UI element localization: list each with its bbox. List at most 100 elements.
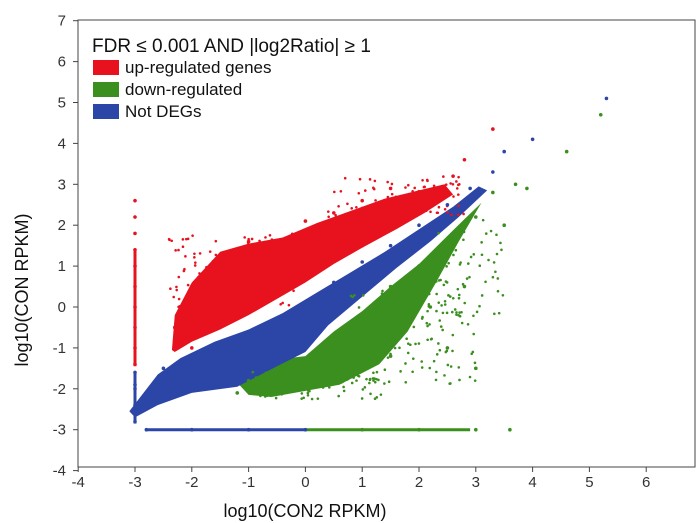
up-regulated-speck bbox=[437, 191, 441, 195]
up-regulated-speck bbox=[224, 262, 228, 265]
data-points bbox=[133, 96, 609, 432]
up-regulated-speck bbox=[253, 271, 256, 274]
down-regulated-speck bbox=[248, 391, 251, 395]
point-up-17 bbox=[360, 198, 365, 203]
down-regulated-speck bbox=[472, 314, 475, 318]
point-up-2 bbox=[133, 231, 137, 236]
up-regulated-speck bbox=[399, 197, 403, 201]
y-tick-label: 1 bbox=[58, 258, 66, 275]
up-regulated-speck bbox=[198, 272, 201, 275]
down-regulated-speck bbox=[425, 321, 429, 325]
down-regulated-speck bbox=[325, 379, 328, 383]
up-regulated-speck bbox=[357, 191, 361, 195]
up-regulated-speck bbox=[282, 291, 286, 294]
down-regulated-speck bbox=[379, 393, 383, 396]
down-regulated-speck bbox=[473, 379, 477, 383]
point-up-0 bbox=[133, 198, 137, 203]
up-regulated-speck bbox=[281, 301, 284, 305]
down-regulated-speck bbox=[432, 359, 436, 363]
down-regulated-speck bbox=[455, 311, 458, 314]
point-up-28 bbox=[275, 268, 279, 272]
point-down-1 bbox=[275, 387, 279, 391]
x-tick-label: 1 bbox=[358, 474, 366, 491]
up-regulated-speck bbox=[408, 211, 411, 215]
up-regulated-speck bbox=[287, 303, 291, 307]
down-regulated-speck bbox=[399, 370, 402, 373]
up-regulated-speck bbox=[170, 239, 174, 243]
up-regulated-speck bbox=[214, 239, 218, 243]
up-regulated-speck bbox=[284, 264, 288, 268]
down-regulated-speck bbox=[355, 323, 359, 326]
point-not-deg-13 bbox=[275, 321, 279, 326]
down-regulated-speck bbox=[254, 376, 258, 379]
x-tick-label: 5 bbox=[585, 474, 593, 491]
up-regulated-speck bbox=[261, 303, 265, 307]
down-regulated-speck bbox=[404, 381, 408, 384]
down-regulated-speck bbox=[344, 376, 348, 379]
down-regulated-speck bbox=[306, 391, 310, 395]
up-regulated-speck bbox=[285, 276, 288, 280]
down-regulated-speck bbox=[405, 337, 408, 341]
down-regulated-speck bbox=[412, 325, 416, 329]
up-regulated-speck bbox=[248, 263, 251, 266]
down-regulated-speck bbox=[467, 262, 470, 265]
point-down-25 bbox=[502, 223, 507, 227]
down-regulated-speck bbox=[411, 291, 414, 294]
down-regulated-speck bbox=[460, 310, 463, 314]
down-regulated-speck bbox=[379, 326, 383, 330]
down-regulated-speck bbox=[445, 311, 449, 315]
x-tick-label: -4 bbox=[72, 474, 85, 491]
down-regulated-speck bbox=[310, 369, 314, 373]
down-regulated-speck bbox=[263, 391, 267, 394]
down-regulated-speck bbox=[463, 301, 467, 305]
down-regulated-speck bbox=[403, 317, 407, 320]
point-down-7 bbox=[445, 243, 450, 248]
up-regulated-speck bbox=[204, 288, 207, 291]
down-regulated-speck bbox=[493, 312, 496, 316]
up-regulated-speck bbox=[168, 238, 171, 242]
up-regulated-speck bbox=[417, 192, 420, 195]
down-regulated-speck bbox=[346, 378, 349, 381]
down-regulated-speck bbox=[353, 294, 356, 297]
point-not-deg-18 bbox=[417, 223, 421, 227]
legend-label: Not DEGs bbox=[125, 102, 202, 121]
up-regulated-speck bbox=[186, 237, 190, 241]
down-regulated-speck bbox=[426, 309, 429, 313]
point-not-deg-2 bbox=[133, 403, 137, 407]
down-regulated-speck bbox=[468, 275, 471, 279]
down-regulated-speck bbox=[501, 293, 505, 297]
up-regulated-speck bbox=[177, 297, 181, 301]
down-regulated-speck bbox=[409, 343, 412, 347]
up-regulated-speck bbox=[191, 295, 195, 299]
up-regulated-speck bbox=[241, 279, 244, 283]
down-regulated-speck bbox=[406, 342, 410, 345]
down-regulated-speck bbox=[301, 385, 305, 389]
up-regulated-speck bbox=[350, 210, 354, 214]
up-regulated-speck bbox=[221, 283, 224, 287]
up-regulated-speck bbox=[230, 303, 233, 306]
down-regulated-speck bbox=[350, 381, 354, 385]
up-regulated-speck bbox=[434, 188, 438, 192]
point-down-18 bbox=[474, 427, 478, 432]
down-regulated-speck bbox=[296, 377, 300, 381]
down-regulated-speck bbox=[348, 370, 351, 374]
up-regulated-speck bbox=[247, 237, 250, 241]
up-regulated-speck bbox=[343, 176, 347, 180]
point-not-deg-15 bbox=[332, 280, 336, 285]
down-regulated-speck bbox=[450, 310, 454, 314]
up-regulated-speck bbox=[386, 180, 389, 184]
down-regulated-speck bbox=[443, 374, 446, 377]
y-tick-label: 6 bbox=[58, 54, 66, 71]
down-regulated-speck bbox=[270, 392, 274, 396]
down-regulated-speck bbox=[368, 378, 372, 382]
up-regulated-speck bbox=[237, 268, 241, 271]
down-regulated-speck bbox=[375, 370, 379, 374]
down-regulated-speck bbox=[466, 322, 470, 326]
up-regulated-speck bbox=[198, 252, 202, 255]
up-regulated-speck bbox=[258, 266, 262, 270]
down-regulated-speck bbox=[444, 280, 448, 283]
down-regulated-speck bbox=[453, 308, 457, 311]
up-regulated-speck bbox=[213, 280, 217, 283]
down-regulated-speck bbox=[484, 232, 488, 235]
point-not-deg-9 bbox=[161, 366, 166, 371]
